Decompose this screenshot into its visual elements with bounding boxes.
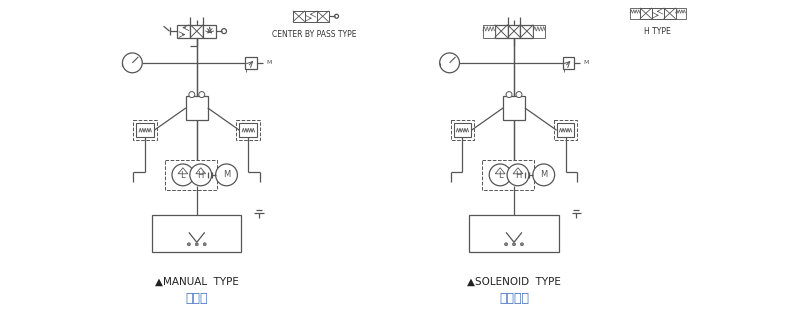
Bar [664, 8, 675, 19]
Circle shape [122, 53, 142, 73]
Circle shape [216, 164, 238, 186]
Circle shape [222, 29, 226, 34]
Bar [190, 25, 203, 38]
Bar [239, 123, 258, 137]
Bar [293, 11, 305, 22]
Bar [652, 8, 664, 19]
Circle shape [490, 164, 511, 186]
Bar [305, 11, 317, 22]
Circle shape [203, 243, 206, 246]
Bar [640, 8, 652, 19]
Text: ▲MANUAL  TYPE: ▲MANUAL TYPE [155, 277, 238, 287]
Text: 手动型: 手动型 [186, 292, 208, 305]
Circle shape [513, 243, 515, 246]
Bar [136, 123, 154, 137]
Text: M: M [266, 60, 271, 65]
Bar [507, 25, 521, 38]
Bar [450, 120, 474, 140]
Text: CENTER BY PASS TYPE: CENTER BY PASS TYPE [273, 30, 357, 39]
Bar [630, 8, 640, 19]
Circle shape [187, 243, 190, 246]
Bar [482, 160, 534, 190]
Bar [557, 123, 574, 137]
Bar [503, 96, 525, 120]
Circle shape [507, 164, 529, 186]
Bar [165, 160, 217, 190]
Bar [562, 57, 574, 69]
Bar [494, 25, 507, 38]
Circle shape [189, 91, 194, 98]
Bar [246, 57, 258, 69]
Bar [317, 11, 329, 22]
Bar [470, 214, 558, 252]
Bar [203, 25, 216, 38]
Circle shape [516, 91, 522, 98]
Text: L: L [498, 171, 502, 180]
Text: M: M [540, 170, 547, 179]
Text: L: L [181, 171, 186, 180]
Bar [675, 8, 686, 19]
Bar [554, 120, 578, 140]
Bar [186, 96, 208, 120]
Bar [152, 214, 242, 252]
Bar [134, 120, 157, 140]
Circle shape [440, 53, 459, 73]
Circle shape [198, 91, 205, 98]
Bar [237, 120, 260, 140]
Circle shape [195, 243, 198, 246]
Text: 电磁阀型: 电磁阀型 [499, 292, 529, 305]
Bar [521, 25, 534, 38]
Text: H: H [198, 171, 204, 180]
Bar [482, 25, 494, 38]
Bar [178, 25, 190, 38]
Circle shape [533, 164, 554, 186]
Circle shape [521, 243, 523, 246]
Text: H TYPE: H TYPE [644, 27, 671, 36]
Text: ▲SOLENOID  TYPE: ▲SOLENOID TYPE [467, 277, 561, 287]
Circle shape [505, 243, 507, 246]
Circle shape [506, 91, 512, 98]
Text: M: M [223, 170, 230, 179]
Bar [454, 123, 471, 137]
Circle shape [334, 14, 338, 18]
Text: M: M [583, 60, 589, 65]
Text: H: H [514, 171, 521, 180]
Circle shape [190, 164, 212, 186]
Bar [534, 25, 546, 38]
Circle shape [172, 164, 194, 186]
